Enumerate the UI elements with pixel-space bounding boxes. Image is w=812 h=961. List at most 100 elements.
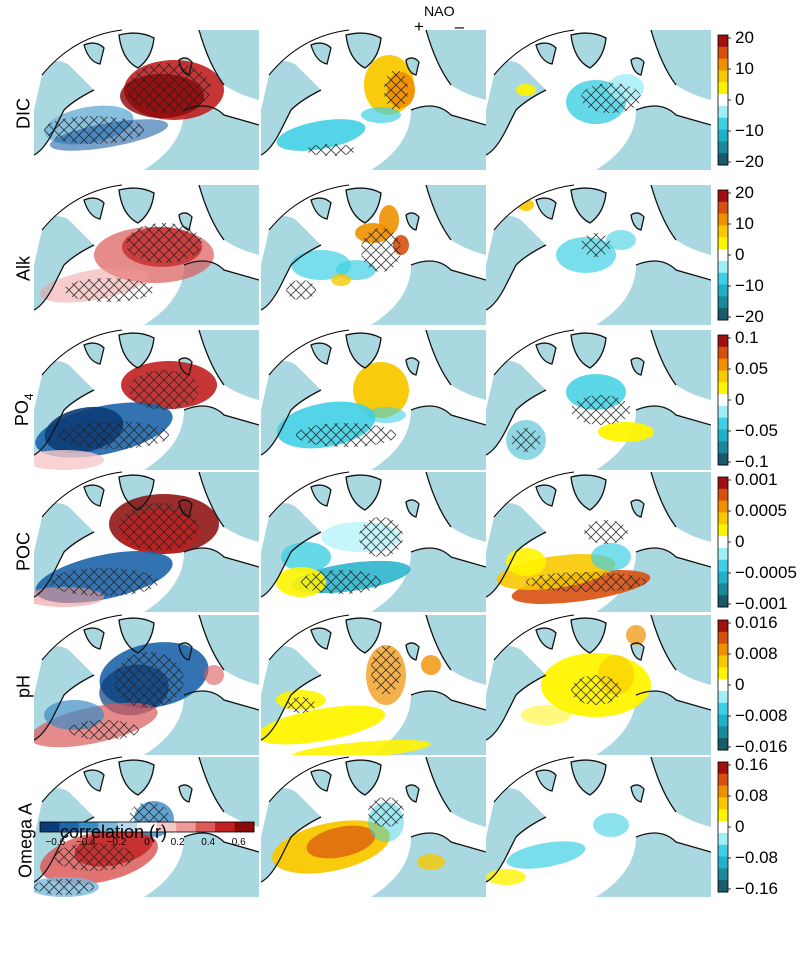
colorbar-segment — [718, 832, 728, 846]
coast-greenland — [345, 474, 382, 511]
land-scandinavia — [651, 615, 711, 685]
coast-scandinavia — [198, 615, 225, 671]
coast-baffin — [83, 197, 105, 220]
coast-greenland — [345, 759, 382, 796]
land-iceland — [631, 357, 644, 375]
land-iceland — [631, 57, 644, 75]
map-boundary — [493, 29, 575, 76]
colorbar-segment — [718, 346, 728, 360]
coast-greenland — [570, 187, 607, 224]
anomaly-blob-2 — [291, 250, 351, 280]
coast-scandinavia — [650, 30, 677, 86]
coast-greenland — [570, 32, 607, 69]
anomaly-blob-6 — [331, 274, 351, 286]
land-north-america — [261, 361, 321, 455]
coast-greenland — [345, 187, 382, 224]
land-scandinavia — [199, 30, 259, 100]
coast-iceland — [405, 784, 420, 803]
coast-greenland — [118, 474, 155, 511]
colorbar-segment — [718, 536, 728, 549]
colorbar-segment — [718, 690, 728, 704]
coast-iceland — [405, 642, 420, 661]
coast-europe — [183, 105, 259, 126]
coast-europe — [635, 690, 711, 711]
coast-america — [486, 816, 547, 883]
map-boundary — [41, 756, 123, 803]
colorbar-segment — [718, 82, 728, 95]
correlation-tick-label: 0 — [144, 837, 150, 848]
land-north-america — [486, 646, 546, 740]
coast-america — [261, 816, 322, 883]
colorbar-segment — [718, 595, 728, 608]
significance-hatch-1 — [384, 70, 408, 110]
land-baffin — [311, 43, 331, 64]
figure-title: +NAO– — [414, 4, 464, 36]
colorbar-segment — [718, 394, 728, 407]
coast-america — [34, 244, 95, 311]
colorbar-segment — [718, 856, 728, 869]
significance-hatch-2 — [286, 280, 316, 300]
land-africa-europe — [371, 548, 486, 612]
coast-europe — [183, 547, 259, 568]
colorbar-segment — [718, 260, 728, 274]
coast-baffin — [535, 197, 557, 220]
coast-europe — [410, 260, 486, 281]
anomaly-blob-4 — [417, 854, 445, 870]
colorbar-segment — [718, 583, 728, 596]
coast-america — [486, 389, 547, 456]
land-africa-europe — [371, 261, 486, 325]
panel-r3-c3 — [486, 329, 711, 470]
colorbar-tick-label: 0.1 — [735, 328, 759, 347]
correlation-segment — [137, 822, 158, 832]
significance-hatch-1 — [368, 797, 404, 827]
colorbar-6 — [717, 761, 731, 893]
colorbar-tick-label: −0.16 — [735, 879, 779, 898]
correlation-colorbar — [39, 821, 255, 833]
colorbar-segment — [718, 738, 728, 751]
coast-iceland — [405, 499, 420, 518]
significance-hatch-1 — [296, 423, 396, 447]
colorbar-tick-label: −0.0005 — [735, 563, 797, 582]
anomaly-blob-3 — [516, 84, 536, 96]
correlation-tick-label: 0.4 — [201, 837, 216, 848]
coast-iceland — [405, 357, 420, 376]
coast-baffin — [535, 342, 557, 365]
colorbar-segment — [718, 453, 728, 466]
significance-hatch-2 — [69, 720, 139, 740]
map-boundary — [41, 329, 123, 376]
anomaly-blob-2 — [593, 813, 629, 837]
coast-america — [486, 89, 547, 156]
colorbar-segment — [718, 225, 728, 238]
anomaly-blob-4 — [506, 548, 546, 576]
land-iceland — [406, 212, 419, 230]
coast-scandinavia — [650, 185, 677, 241]
anomaly-blob-1 — [506, 841, 586, 869]
panel-r3-c2 — [261, 329, 486, 470]
coast-greenland — [345, 332, 382, 369]
coast-baffin — [83, 627, 105, 650]
land-africa-europe — [371, 406, 486, 470]
land-scandinavia — [199, 615, 259, 685]
land-baffin — [84, 770, 104, 791]
land-iceland — [179, 784, 192, 802]
colorbar-tick-label: −0.08 — [735, 848, 779, 867]
correlation-segment — [59, 822, 80, 832]
colorbar-tick-label: 0 — [735, 390, 745, 409]
panel-r2-c2 — [261, 184, 486, 325]
correlation-tick-label: 0.6 — [231, 837, 246, 848]
coast-america — [261, 89, 322, 156]
colorbar-tick-label: 0 — [735, 675, 745, 694]
colorbar-tick-label: 0.08 — [735, 786, 769, 805]
coast-baffin — [310, 197, 332, 220]
colorbar-segment — [718, 773, 728, 787]
colorbar-segment — [718, 559, 728, 573]
colorbar-tick-label: −0.001 — [735, 594, 788, 613]
map-area — [486, 757, 711, 897]
land-scandinavia — [426, 472, 486, 542]
correlation-frame — [39, 821, 255, 833]
colorbar-segment — [718, 524, 728, 537]
land-baffin — [311, 770, 331, 791]
coast-europe — [410, 832, 486, 853]
colorbar-segment — [718, 308, 728, 321]
colorbar-segment — [718, 643, 728, 656]
